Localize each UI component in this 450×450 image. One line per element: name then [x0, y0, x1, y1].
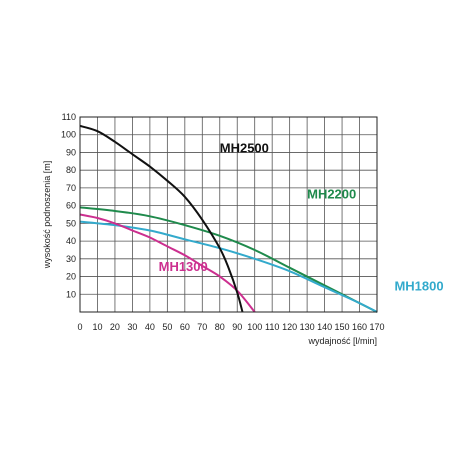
y-tick-label: 80: [66, 165, 76, 175]
x-tick-label: 70: [197, 322, 207, 332]
x-axis-label: wydajność [l/min]: [307, 336, 377, 346]
y-tick-label: 90: [66, 147, 76, 157]
y-tick-label: 110: [62, 112, 76, 122]
series-line-mh2500: [79, 124, 244, 313]
x-tick-label: 10: [92, 322, 102, 332]
x-tick-label: 140: [317, 322, 332, 332]
x-tick-label: 60: [180, 322, 190, 332]
grid: [80, 117, 377, 312]
series-label-mh1300: MH1300: [159, 259, 208, 274]
x-tick-label: 160: [352, 322, 367, 332]
y-tick-label: 20: [66, 272, 76, 282]
x-tick-label: 80: [215, 322, 225, 332]
x-tick-label: 130: [300, 322, 315, 332]
series-label-mh2200: MH2200: [307, 187, 356, 202]
x-tick-label: 170: [369, 322, 384, 332]
y-tick-label: 40: [66, 236, 76, 246]
series-line-mh1800: [79, 220, 378, 313]
plot-frame: [79, 116, 378, 313]
x-tick-label: 40: [145, 322, 155, 332]
axis-ticks: 0 10 20 30 40 50 60 70 80 90 100 110 120 130 140 150 160…: [61, 112, 385, 332]
x-tick-label: 90: [232, 322, 242, 332]
x-tick-label: 20: [110, 322, 120, 332]
x-tick-label: 150: [335, 322, 350, 332]
y-tick-label: 50: [66, 218, 76, 228]
y-axis-label: wysokość podnoszenia [m]: [42, 161, 52, 270]
y-tick-label: 100: [61, 130, 76, 140]
series-label-mh1800: MH1800: [394, 279, 443, 294]
x-tick-label: 0: [77, 322, 82, 332]
x-tick-label: 110: [265, 322, 279, 332]
x-tick-label: 120: [282, 322, 297, 332]
y-tick-label: 60: [66, 201, 76, 211]
x-tick-label: 100: [247, 322, 262, 332]
x-tick-label: 30: [127, 322, 137, 332]
y-tick-label: 70: [66, 183, 76, 193]
series-label-mh2500: MH2500: [220, 140, 269, 155]
y-tick-label: 30: [66, 254, 76, 264]
series-line-mh1300: [79, 213, 256, 313]
y-tick-label: 10: [66, 289, 76, 299]
performance-curves: [79, 124, 378, 313]
x-tick-label: 50: [162, 322, 172, 332]
